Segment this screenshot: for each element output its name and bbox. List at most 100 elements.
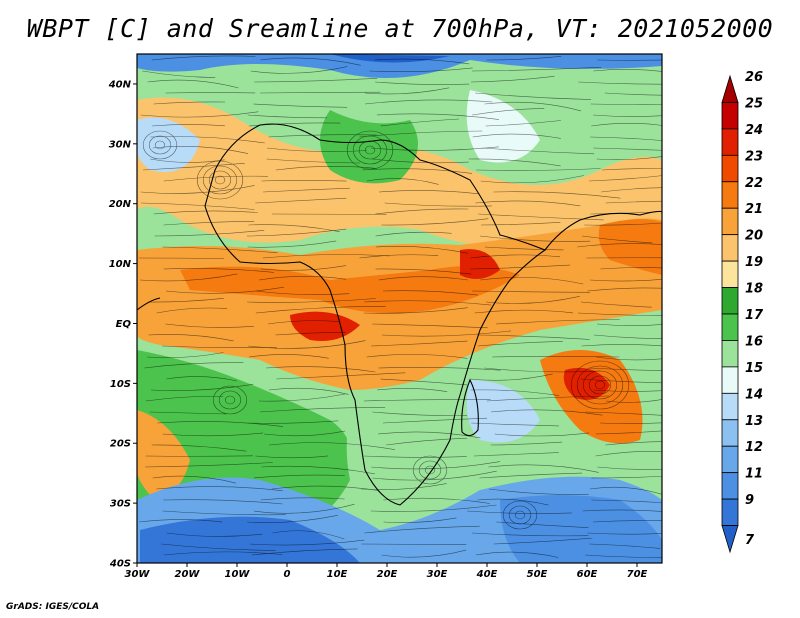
streamline xyxy=(253,503,355,514)
colorbar-segment xyxy=(721,207,739,236)
streamline xyxy=(276,372,406,380)
streamline xyxy=(480,222,561,226)
streamline xyxy=(260,497,345,501)
colorbar-segment xyxy=(721,498,739,526)
colorbar-label: 9 xyxy=(745,493,754,508)
streamline xyxy=(375,231,452,237)
streamline xyxy=(248,224,340,232)
circulation-ring xyxy=(424,465,436,475)
streamline xyxy=(152,145,249,154)
streamline xyxy=(378,276,468,281)
streamline xyxy=(140,185,255,194)
streamline xyxy=(593,69,662,72)
colorbar-label: 21 xyxy=(745,202,763,217)
colorbar-segment xyxy=(721,366,739,394)
streamline xyxy=(597,323,662,326)
colorbar-segment xyxy=(721,181,739,209)
streamline xyxy=(484,101,582,112)
streamline xyxy=(378,190,479,195)
streamline xyxy=(372,470,497,481)
streamline xyxy=(479,472,583,479)
temperature-field-cool-atlantic xyxy=(137,117,200,172)
streamline xyxy=(582,509,662,512)
colorbar-label: 19 xyxy=(745,255,763,270)
streamline xyxy=(477,498,549,506)
streamline xyxy=(253,474,345,479)
circulation-ring xyxy=(346,130,394,170)
circulation-ring xyxy=(142,130,178,160)
streamline xyxy=(376,113,500,120)
streamline xyxy=(363,307,468,314)
colorbar-segment xyxy=(721,102,739,130)
colorbar-segment xyxy=(721,74,739,103)
streamline xyxy=(369,67,473,73)
streamline xyxy=(361,483,447,490)
streamline xyxy=(382,417,488,424)
streamline xyxy=(364,525,480,534)
streamline xyxy=(595,450,662,457)
streamline xyxy=(601,168,662,171)
colorbar-segment xyxy=(721,234,739,262)
arabia-coastline xyxy=(544,210,662,251)
colorbar-segment xyxy=(721,287,739,315)
streamline xyxy=(581,344,662,347)
map-plot-area xyxy=(137,54,662,563)
circulation-ring xyxy=(214,175,226,185)
streamline xyxy=(166,376,237,382)
streamline xyxy=(493,191,621,199)
streamline xyxy=(489,488,589,495)
streamline xyxy=(142,163,245,171)
lon-tick-label: 40E xyxy=(476,569,498,580)
streamline xyxy=(472,67,602,72)
colorbar-segment xyxy=(721,313,739,341)
streamline xyxy=(375,268,472,275)
streamline xyxy=(162,246,278,254)
colorbar-segment xyxy=(721,472,739,500)
lon-tick-label: 50E xyxy=(527,569,548,580)
streamline xyxy=(251,548,358,556)
circulation-ring xyxy=(148,135,172,155)
lat-tick-label: 10S xyxy=(110,379,131,390)
streamline xyxy=(601,187,662,193)
streamline xyxy=(275,166,377,171)
circulation-ring xyxy=(218,390,242,410)
streamline xyxy=(372,411,468,417)
streamline xyxy=(377,388,448,392)
circulation-ring xyxy=(364,145,376,155)
lon-tick-label: 0 xyxy=(284,569,291,580)
temperature-field-warm-arabian xyxy=(598,219,662,275)
streamline xyxy=(366,178,439,185)
streamline xyxy=(577,243,662,248)
colorbar-label: 11 xyxy=(745,467,763,482)
streamline xyxy=(597,466,662,470)
streamline xyxy=(157,421,284,427)
streamline xyxy=(248,122,341,127)
streamline xyxy=(254,78,378,83)
colorbar-label: 22 xyxy=(745,176,763,191)
streamline xyxy=(152,475,237,484)
streamline xyxy=(605,200,662,204)
circulation-ring xyxy=(208,170,232,190)
streamline xyxy=(480,175,584,184)
map-title: WBPT [C] and Sreamline at 700hPa, VT: 20… xyxy=(26,14,774,43)
streamline xyxy=(261,465,375,475)
streamline xyxy=(375,81,470,85)
streamline xyxy=(166,532,263,537)
streamline xyxy=(249,539,365,546)
streamline xyxy=(476,168,601,171)
streamline xyxy=(156,307,228,314)
streamline xyxy=(255,455,329,459)
streamline xyxy=(591,499,662,503)
streamline xyxy=(580,301,652,308)
streamline xyxy=(364,99,493,105)
streamline xyxy=(475,200,581,207)
streamline xyxy=(163,268,275,273)
streamline xyxy=(145,396,224,402)
streamline xyxy=(471,422,560,427)
streamline xyxy=(260,57,361,66)
streamline xyxy=(255,305,386,314)
streamline xyxy=(386,437,467,446)
streamline xyxy=(268,320,340,325)
streamline xyxy=(475,92,592,100)
streamline xyxy=(258,276,347,281)
